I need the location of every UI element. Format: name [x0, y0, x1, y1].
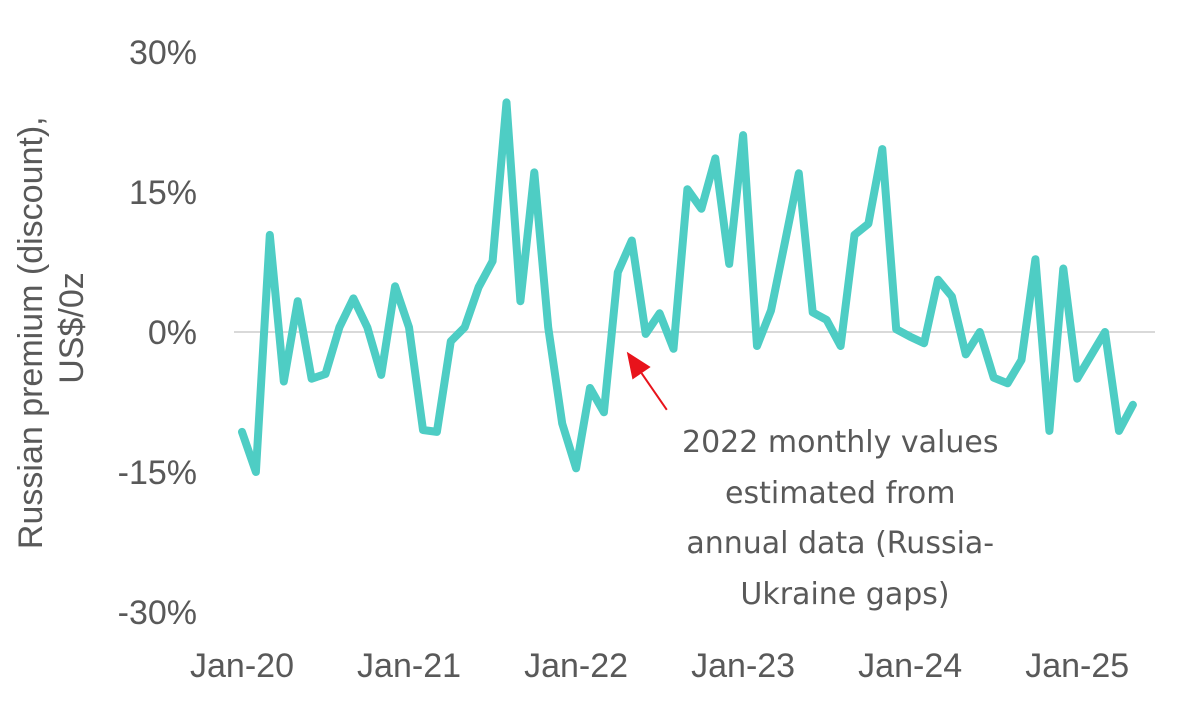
- y-axis-title-line-2: US$/0z: [53, 272, 91, 384]
- annotation-arrow-shaft: [640, 372, 668, 411]
- x-tick-label: Jan-24: [858, 647, 962, 685]
- x-tick-label: Jan-25: [1025, 647, 1129, 685]
- annotation-line-2: estimated from: [725, 476, 955, 511]
- annotation-line-3: annual data (Russia-: [686, 526, 994, 561]
- annotation-arrow-head: [626, 351, 651, 380]
- y-tick-label: 0%: [148, 314, 197, 352]
- x-tick-label: Jan-20: [190, 647, 294, 685]
- annotation-line-1: 2022 monthly values: [682, 425, 998, 460]
- annotation-line-4: Ukraine gaps): [740, 577, 949, 612]
- x-tick-label: Jan-23: [691, 647, 795, 685]
- series-line: [238, 98, 1137, 476]
- x-tick-label: Jan-22: [524, 647, 628, 685]
- x-tick-label: Jan-21: [357, 647, 461, 685]
- y-tick-label: 15%: [129, 174, 197, 212]
- y-tick-label: -15%: [118, 454, 197, 492]
- y-tick-label: 30%: [129, 34, 197, 72]
- y-tick-label: -30%: [118, 594, 197, 632]
- y-axis-title: Russian premium (discount), US$/0z: [12, 107, 91, 549]
- y-axis-title-line-1: Russian premium (discount),: [12, 116, 50, 549]
- annotation-text: 2022 monthly values estimated from annua…: [682, 425, 1008, 612]
